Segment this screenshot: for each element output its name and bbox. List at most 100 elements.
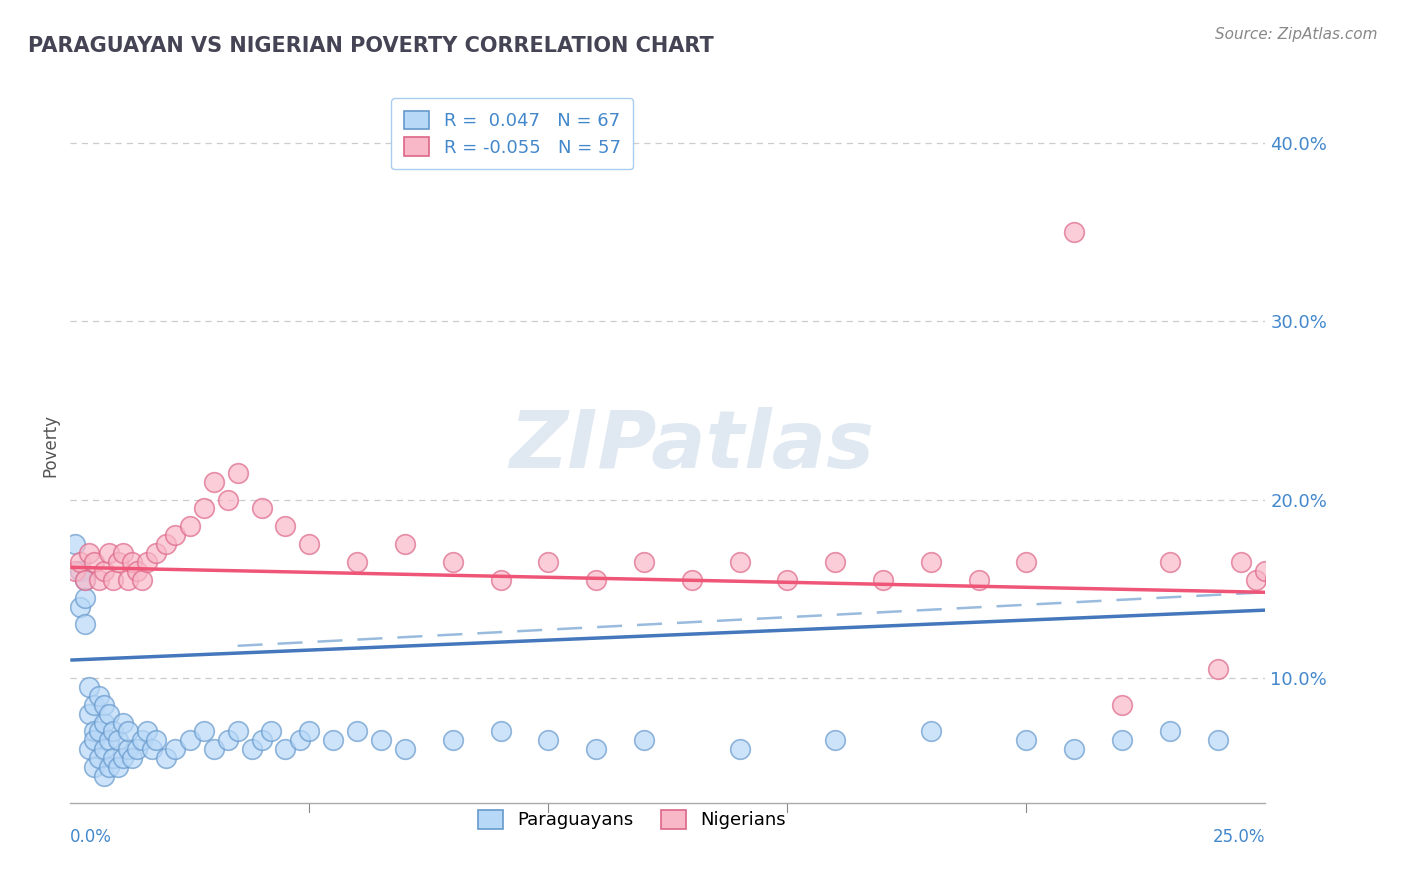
Point [145,546,167,560]
Point [1350,662,1372,676]
Point [585,742,607,756]
Point [370,733,392,747]
Point [69,599,91,614]
Point [69,555,91,569]
Point [121,555,143,569]
Text: 25.0%: 25.0% [1213,828,1265,846]
Point [728,742,751,756]
Point [441,555,464,569]
Point [250,733,273,747]
Point [217,733,239,747]
Point [1063,742,1085,756]
Point [394,742,416,756]
Point [681,573,703,587]
Point [97,546,120,560]
Point [93,564,115,578]
Point [135,724,157,739]
Point [117,573,139,587]
Point [83,724,105,739]
Point [1230,555,1253,569]
Point [728,555,751,569]
Point [872,573,894,587]
Point [111,715,134,730]
Point [346,555,368,569]
Text: 0.0%: 0.0% [70,828,112,846]
Point [97,733,120,747]
Point [1111,733,1133,747]
Point [117,742,139,756]
Point [83,698,105,712]
Text: Source: ZipAtlas.com: Source: ZipAtlas.com [1215,27,1378,42]
Point [83,760,105,774]
Point [93,715,115,730]
Point [73,573,96,587]
Point [489,724,512,739]
Point [93,698,115,712]
Point [226,466,249,480]
Point [107,733,129,747]
Point [1264,573,1286,587]
Point [824,733,846,747]
Point [111,751,134,765]
Point [165,742,187,756]
Point [585,573,607,587]
Point [79,546,101,560]
Point [288,733,311,747]
Point [226,724,249,739]
Point [103,751,125,765]
Point [1159,724,1181,739]
Legend: Paraguayans, Nigerians: Paraguayans, Nigerians [471,803,793,837]
Point [1015,555,1038,569]
Point [274,519,297,533]
Point [97,760,120,774]
Y-axis label: Poverty: Poverty [41,415,59,477]
Point [63,564,86,578]
Point [322,733,344,747]
Point [920,724,942,739]
Point [103,724,125,739]
Point [121,751,143,765]
Point [1326,573,1348,587]
Point [633,555,655,569]
Point [1159,555,1181,569]
Point [127,564,149,578]
Point [165,528,187,542]
Point [79,742,101,756]
Point [1254,564,1277,578]
Text: ZIPatlas: ZIPatlas [509,407,875,485]
Point [1063,225,1085,239]
Point [179,733,201,747]
Point [93,769,115,783]
Point [107,760,129,774]
Point [776,573,799,587]
Point [1206,662,1229,676]
Point [274,742,297,756]
Point [111,546,134,560]
Point [93,742,115,756]
Point [155,751,177,765]
Point [103,573,125,587]
Point [155,537,177,551]
Point [131,733,153,747]
Point [87,689,110,703]
Point [79,706,101,721]
Point [79,680,101,694]
Point [250,501,273,516]
Point [63,537,86,551]
Point [73,591,96,605]
Point [83,555,105,569]
Point [489,573,512,587]
Point [1206,733,1229,747]
Point [298,724,321,739]
Point [217,492,239,507]
Point [117,724,139,739]
Point [1398,555,1406,569]
Point [145,733,167,747]
Point [346,724,368,739]
Point [1302,403,1324,417]
Point [537,555,560,569]
Point [107,555,129,569]
Point [83,733,105,747]
Point [1015,733,1038,747]
Point [97,706,120,721]
